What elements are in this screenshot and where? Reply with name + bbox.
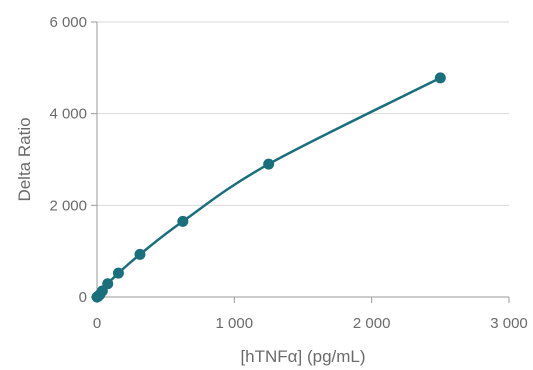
data-point xyxy=(112,267,124,279)
ticks: 0 2 000 4 000 6 000 0 1 000 2 000 3 000 xyxy=(49,14,527,332)
data-point xyxy=(177,215,189,227)
x-tick-label: 1 000 xyxy=(216,315,254,332)
data-point xyxy=(263,158,275,170)
y-tick-label: 0 xyxy=(79,289,87,306)
x-tick-label: 0 xyxy=(93,315,101,332)
x-tick-label: 3 000 xyxy=(490,315,528,332)
y-axis-title: Delta Ratio xyxy=(15,117,34,201)
data-point xyxy=(102,278,114,290)
y-tick-label: 6 000 xyxy=(49,14,87,31)
data-point xyxy=(434,72,446,84)
y-tick-label: 4 000 xyxy=(49,106,87,123)
y-tick-label: 2 000 xyxy=(49,197,87,214)
axes xyxy=(96,22,509,298)
gridlines xyxy=(97,21,509,206)
x-axis-title: [hTNFα] (pg/mL) xyxy=(240,347,365,366)
data-point xyxy=(134,248,146,260)
x-tick-label: 2 000 xyxy=(353,315,391,332)
fit-curve xyxy=(96,76,441,299)
data-series xyxy=(91,72,446,303)
